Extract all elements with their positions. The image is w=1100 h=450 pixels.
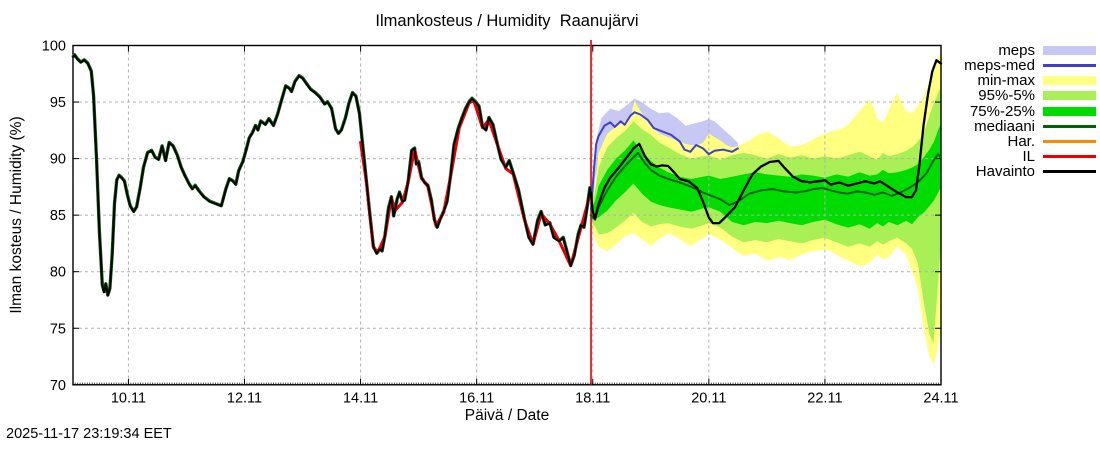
y-tick-label: 85	[50, 208, 66, 224]
legend-swatch-line	[1043, 155, 1096, 158]
series-havainto	[72, 54, 592, 297]
legend-label: meps	[998, 42, 1035, 60]
page-title: Ilmankosteus / Humidity Raanujärvi	[375, 12, 639, 30]
y-tick-label: 90	[50, 152, 66, 168]
legend-item-havainto: Havainto	[870, 164, 1096, 179]
series-black-forecast	[589, 59, 943, 225]
legend-item-har-: Har.	[870, 134, 1096, 149]
y-tick-label: 80	[50, 265, 66, 281]
y-tick-label: 70	[50, 378, 66, 394]
timestamp-label: 2025-11-17 23:19:34 EET	[6, 426, 172, 442]
chart-legend: meps meps-med min-max 95%-5% 75%-25% mediaani…	[870, 43, 1096, 179]
x-tick-label: 14.11	[343, 390, 378, 406]
y-tick-label: 95	[50, 95, 66, 111]
legend-item-meps-med: meps-med	[870, 58, 1096, 73]
legend-item-mediaani: mediaani	[870, 119, 1096, 134]
y-axis-label: Ilman kosteus / Humidity (%)	[8, 116, 25, 314]
y-tick-label: 75	[50, 321, 66, 337]
legend-label: IL	[1022, 148, 1035, 166]
legend-item-95-5-: 95%-5%	[870, 88, 1096, 103]
legend-swatch-line	[1043, 124, 1096, 128]
x-tick-label: 18.11	[575, 390, 610, 406]
x-tick-label: 22.11	[807, 390, 842, 406]
legend-swatch-line	[1043, 64, 1096, 67]
legend-label: min-max	[977, 72, 1035, 90]
x-tick-label: 12.11	[227, 390, 262, 406]
legend-label: 95%-5%	[978, 87, 1035, 105]
legend-item-min-max: min-max	[870, 73, 1096, 88]
legend-item-il: IL	[870, 149, 1096, 164]
legend-swatch-line	[1043, 170, 1096, 173]
legend-swatch-line	[1043, 140, 1096, 143]
legend-label: meps-med	[964, 57, 1035, 75]
legend-label: mediaani	[974, 117, 1035, 135]
legend-swatch-band	[1043, 46, 1096, 56]
legend-swatch-band	[1043, 76, 1096, 86]
legend-swatch-band	[1043, 106, 1096, 116]
x-axis-label: Päivä / Date	[464, 407, 550, 424]
minor-ticks	[74, 382, 942, 385]
band-75-25-	[591, 123, 941, 229]
legend-label: Har.	[1007, 132, 1035, 150]
legend-label: Havainto	[975, 163, 1035, 181]
legend-label: 75%-25%	[969, 102, 1035, 120]
legend-swatch-band	[1043, 91, 1096, 101]
legend-item-meps: meps	[870, 43, 1096, 58]
plot-border	[72, 44, 942, 386]
y-tick-label: 100	[42, 39, 66, 55]
tick-labels: 70 75 80 85 90 95 100 10.11 12.11 14.11 16.11 18.11…	[42, 39, 959, 407]
x-tick-label: 10.11	[111, 390, 146, 406]
x-tick-label: 16.11	[459, 390, 494, 406]
series-mediaani	[590, 151, 942, 221]
x-tick-label: 20.11	[691, 390, 726, 406]
x-tick-label: 24.11	[923, 390, 958, 406]
series-lines	[71, 53, 943, 297]
series-meps-med	[590, 111, 739, 211]
legend-item-75-25-: 75%-25%	[870, 104, 1096, 119]
